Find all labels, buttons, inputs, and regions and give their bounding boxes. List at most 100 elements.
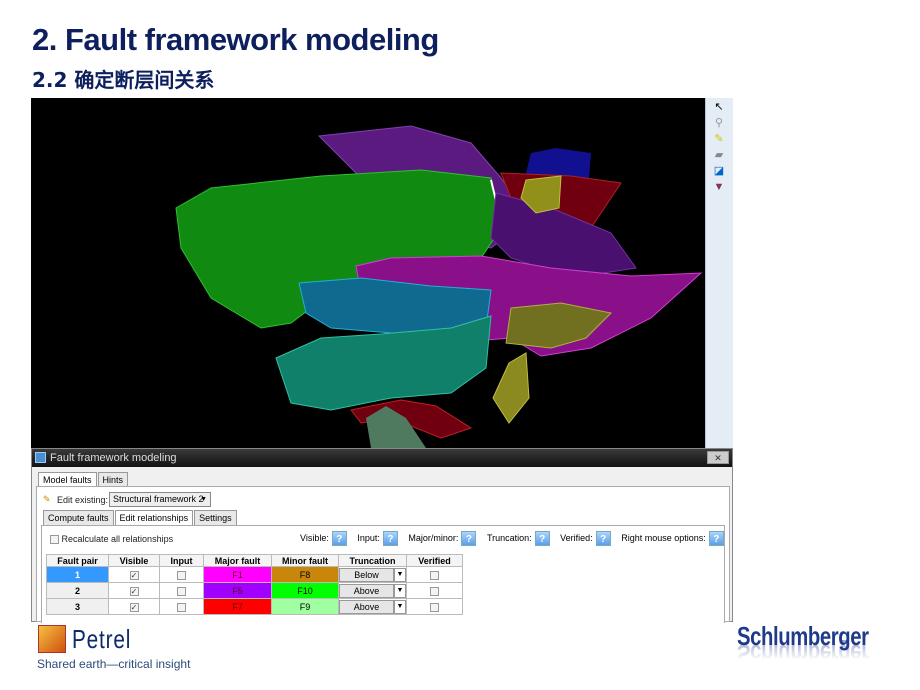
fault-surface-olive [505,302,613,349]
truncation-cell: Below ▼ [338,566,407,583]
fault-pair-table: Fault pair Visible Input Major fault Min… [46,554,463,615]
col-visible: Visible [108,554,160,567]
dialog-title: Fault framework modeling [50,452,177,464]
visible-cell: ✓ [108,598,160,615]
input-checkbox[interactable] [177,570,186,580]
framework-icon[interactable]: ▼ [713,181,725,193]
verified-cell [406,566,463,583]
input-cell [159,566,204,583]
visible-cell: ✓ [108,582,160,599]
hint-right-mouse-label: Right mouse options: [621,532,706,543]
select-arrow-icon[interactable]: ↖ [714,101,724,113]
pencil-icon: ✎ [43,494,51,504]
help-icon[interactable]: ? [595,531,611,546]
model-faults-panel: ✎ Edit existing: Structural framework 2 ▼… [36,486,730,623]
fault-surface-lightgreen [366,406,426,448]
verified-checkbox[interactable] [430,570,439,580]
minor-fault-cell[interactable]: F8 [271,566,339,583]
table-row[interactable]: 1 ✓ F1 F8 Below ▼ [46,566,463,583]
view-icon[interactable]: ◪ [713,165,725,177]
fault-surface-blue [526,148,591,183]
verified-checkbox[interactable] [430,586,439,596]
input-cell [159,598,204,615]
company-logo: Schlumberger [737,621,869,651]
input-checkbox[interactable] [177,602,186,612]
verified-checkbox[interactable] [430,602,439,612]
zoom-icon[interactable]: ⚲ [714,117,724,129]
slide-subtitle: 2.2 确定断层间关系 [32,68,215,92]
edit-existing-label: Edit existing: [57,495,109,505]
visible-checkbox[interactable]: ✓ [129,586,139,596]
fault-pair-cell[interactable]: 1 [46,566,109,583]
fault-pair-cell[interactable]: 3 [46,598,109,615]
fault-framework-dialog: Fault framework modeling ✕ Model faults … [31,448,733,623]
fault-pair-cell[interactable]: 2 [46,582,109,599]
viewer-toolbar: ↖ ⚲ ✎ ▰ ◪ ▼ [705,98,733,448]
table-row[interactable]: 3 ✓ F7 F9 Above ▼ [46,598,463,615]
col-fault-pair: Fault pair [46,554,109,567]
app-icon [35,452,46,463]
major-fault-cell[interactable]: F5 [203,582,272,599]
recalculate-checkbox[interactable] [50,535,59,545]
truncation-dropdown[interactable]: Above [339,599,394,614]
col-verified: Verified [406,554,463,567]
tab-settings[interactable]: Settings [194,510,237,526]
minor-fault-cell[interactable]: F9 [271,598,339,615]
major-fault-cell[interactable]: F1 [203,566,272,583]
chevron-down-icon[interactable]: ▼ [394,599,406,614]
verified-cell [406,582,463,599]
hint-visible-label: Visible: [300,532,329,543]
visible-checkbox[interactable]: ✓ [129,570,139,580]
fault-surface-teal [275,315,492,411]
help-icon[interactable]: ? [708,531,724,546]
truncation-cell: Above ▼ [338,582,407,599]
edit-existing-dropdown[interactable]: Structural framework 2 ▼ [109,492,211,507]
tab-model-faults[interactable]: Model faults [38,472,97,488]
table-row[interactable]: 2 ✓ F5 F10 Above ▼ [46,582,463,599]
help-icon[interactable]: ? [382,531,398,546]
dialog-titlebar[interactable]: Fault framework modeling ✕ [32,449,732,467]
visible-cell: ✓ [108,566,160,583]
edit-relationships-panel: Recalculate all relationships Visible:? … [41,525,725,623]
fault-surfaces [175,125,703,448]
help-icon[interactable]: ? [331,531,347,546]
edit-existing-value: Structural framework 2 [113,494,204,504]
tab-compute-faults[interactable]: Compute faults [43,510,114,526]
truncation-dropdown[interactable]: Below [339,567,394,582]
close-button[interactable]: ✕ [707,451,729,464]
hint-bar: Visible:? Input:? Major/minor:? Truncati… [292,531,724,546]
help-icon[interactable]: ? [461,531,477,546]
col-input: Input [159,554,204,567]
fault-surface-yellow-small [520,175,562,214]
measure-icon[interactable]: ✎ [714,133,724,145]
petrel-logo-icon [38,625,66,653]
recalculate-label: Recalculate all relationships [61,534,174,544]
input-cell [159,582,204,599]
input-checkbox[interactable] [177,586,186,596]
hint-input-label: Input: [357,532,380,543]
slogan: Shared earth—critical insight [37,657,191,671]
col-minor-fault: Minor fault [271,554,339,567]
minor-fault-cell[interactable]: F10 [271,582,339,599]
truncation-dropdown[interactable]: Above [339,583,394,598]
hint-verified-label: Verified: [560,532,593,543]
major-fault-cell[interactable]: F7 [203,598,272,615]
chevron-down-icon: ▼ [200,496,207,503]
tab-edit-relationships[interactable]: Edit relationships [114,510,194,526]
verified-cell [406,598,463,615]
product-name: Petrel [72,624,132,654]
chevron-down-icon[interactable]: ▼ [394,567,406,582]
3d-viewport[interactable] [31,98,705,448]
fault-icon[interactable]: ▰ [714,149,724,161]
help-icon[interactable]: ? [534,531,550,546]
petrel-logo: Petrel [38,624,146,654]
tab-hints[interactable]: Hints [97,472,129,488]
visible-checkbox[interactable]: ✓ [129,602,139,612]
chevron-down-icon[interactable]: ▼ [394,583,406,598]
truncation-cell: Above ▼ [338,598,407,615]
col-major-fault: Major fault [203,554,272,567]
fault-surface-yellow-vertical [492,352,530,424]
col-truncation: Truncation [338,554,407,567]
hint-truncation-label: Truncation: [486,532,532,543]
hint-major-minor-label: Major/minor: [408,532,459,543]
